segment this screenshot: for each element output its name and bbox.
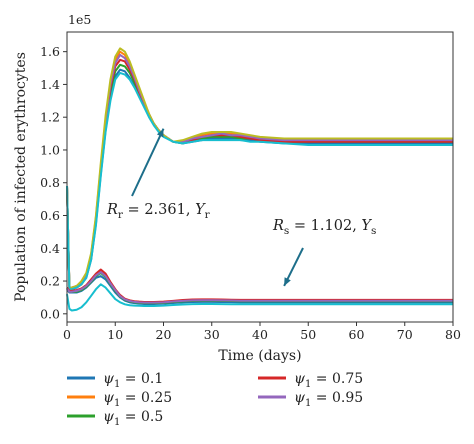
x-tick-label: 30 — [204, 327, 220, 342]
x-tick-label: 70 — [397, 327, 413, 342]
plot-lines — [66, 47, 453, 312]
legend-label: ψ1 = 0.25 — [103, 390, 172, 409]
y-tick-label: 1.4 — [40, 77, 60, 92]
annotations: Rr = 2.361, Yr Rs = 1.102, Ys — [106, 128, 376, 287]
x-tick-label: 50 — [300, 327, 316, 342]
series-line-s-5 — [66, 283, 453, 312]
series-line-s-3 — [66, 268, 453, 304]
series-line-r-0 — [66, 68, 453, 291]
x-tick-label: 10 — [107, 327, 123, 342]
x-tick-label: 60 — [349, 327, 365, 342]
y-axis-label: Population of infected erythrocytes — [13, 52, 29, 302]
x-axis: 0 10 20 30 40 50 60 70 80 — [63, 322, 461, 342]
legend-label: ψ1 = 0.1 — [103, 371, 163, 390]
series-line-r-3 — [66, 58, 453, 291]
y-tick-label: 1.6 — [40, 44, 60, 59]
y-tick-label: 0.8 — [40, 175, 60, 190]
x-tick-label: 20 — [156, 327, 172, 342]
series-line-r-2 — [66, 63, 453, 291]
annotation-rr-arrow — [131, 128, 165, 197]
series-line-r-6 — [66, 71, 453, 291]
y-tick-label: 1.0 — [40, 142, 60, 157]
y-axis: 0.0 0.2 0.4 0.6 0.8 1.0 1.2 1.4 1.6 — [40, 44, 67, 321]
legend-label: ψ1 = 0.95 — [294, 390, 363, 409]
y-tick-label: 0.2 — [40, 274, 60, 289]
annotation-rr-arrowhead — [156, 128, 164, 138]
x-tick-label: 40 — [252, 327, 268, 342]
y-tick-label: 0.0 — [40, 306, 60, 321]
series-line-s-4 — [66, 271, 453, 304]
annotation-rs-arrowhead — [284, 277, 291, 286]
y-tick-label: 0.4 — [40, 241, 60, 256]
x-axis-label: Time (days) — [218, 348, 301, 364]
series-line-r-1 — [66, 50, 453, 289]
y-tick-label: 1.2 — [40, 110, 60, 125]
y-tick-label: 0.6 — [40, 208, 60, 223]
series-line-r-4 — [66, 53, 453, 289]
annotation-rr-label: Rr = 2.361, Yr — [106, 202, 211, 221]
x-tick-label: 0 — [63, 327, 71, 342]
legend-label: ψ1 = 0.5 — [103, 409, 163, 428]
legend-label: ψ1 = 0.75 — [294, 371, 363, 390]
annotation-rs-label: Rs = 1.102, Ys — [272, 218, 376, 237]
x-tick-label: 80 — [445, 327, 461, 342]
series-line-r-5 — [66, 47, 453, 289]
y-multiplier-label: 1e5 — [68, 12, 91, 27]
